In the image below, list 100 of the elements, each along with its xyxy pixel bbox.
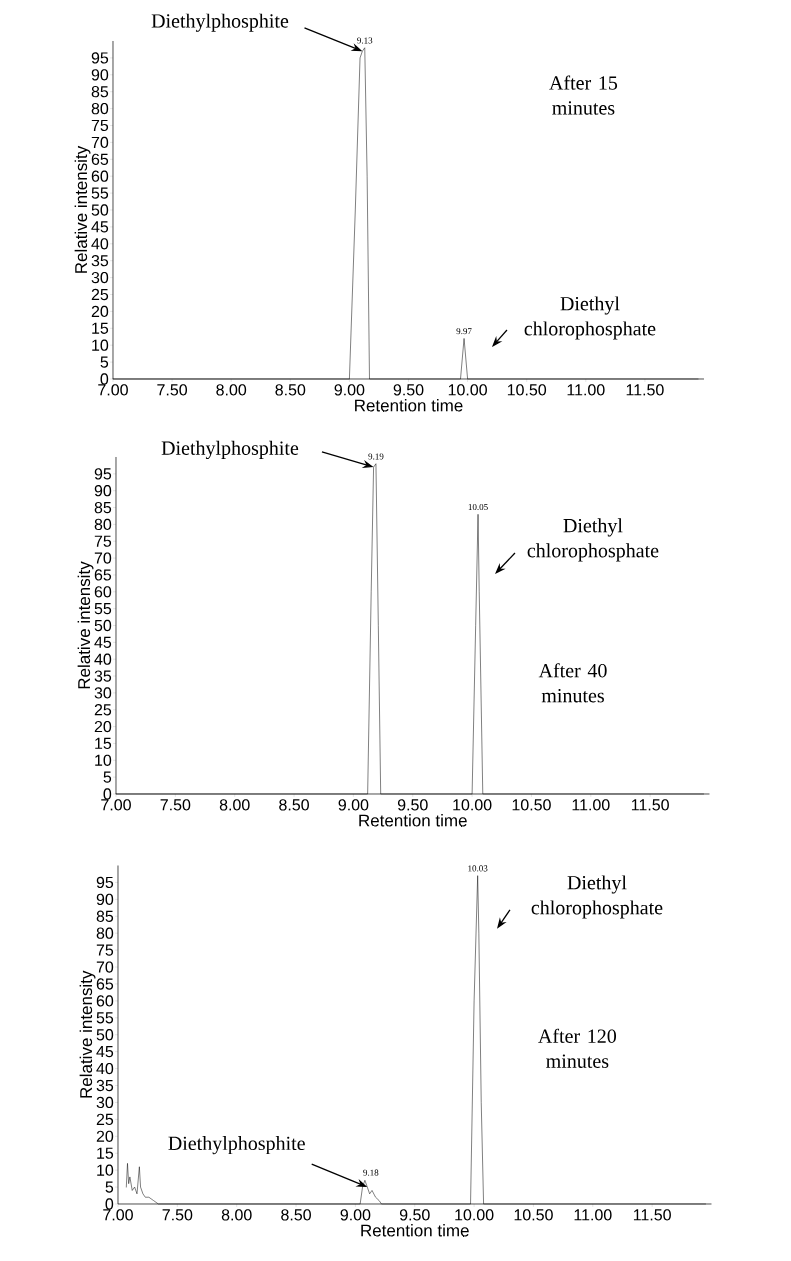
x-tick-label: 7.00 bbox=[98, 384, 128, 396]
x-tick-label: 7.00 bbox=[101, 799, 131, 811]
y-tick-label: 35 bbox=[91, 255, 109, 267]
y-tick-label: 50 bbox=[96, 1029, 114, 1041]
y-tick-label: 55 bbox=[94, 603, 112, 615]
x-axis-title: Retention time bbox=[361, 1224, 469, 1237]
y-tick-label: 0 bbox=[105, 1198, 114, 1210]
annotation: Diethyl chlorophosphate bbox=[531, 875, 663, 919]
y-axis-title: Relative intensity bbox=[77, 561, 94, 689]
x-axis-title: Retention time bbox=[359, 814, 467, 827]
x-tick-label: 9.00 bbox=[338, 799, 369, 811]
annotation: 9.97 bbox=[456, 328, 472, 335]
y-tick-label: 75 bbox=[91, 119, 109, 132]
y-tick-label: 95 bbox=[91, 52, 109, 64]
x-tick-label: 8.00 bbox=[219, 799, 250, 811]
x-tick-label: 9.50 bbox=[399, 1209, 430, 1221]
y-tick-label: 15 bbox=[95, 737, 112, 750]
y-tick-label: 85 bbox=[94, 501, 112, 514]
y-tick-label: 60 bbox=[94, 586, 112, 598]
x-tick-label: 8.00 bbox=[221, 1209, 252, 1221]
y-tick-label: 80 bbox=[91, 102, 109, 115]
x-tick-label: 7.00 bbox=[103, 1209, 133, 1221]
y-tick-label: 45 bbox=[91, 221, 109, 233]
y-tick-label: 75 bbox=[96, 944, 114, 956]
y-tick-label: 40 bbox=[91, 238, 109, 250]
y-tick-label: 65 bbox=[91, 153, 109, 165]
y-tick-label: 90 bbox=[91, 69, 109, 81]
y-tick-label: 80 bbox=[94, 518, 112, 531]
y-tick-label: 40 bbox=[96, 1062, 114, 1075]
y-tick-label: 85 bbox=[91, 86, 109, 98]
y-tick-label: 25 bbox=[96, 1113, 114, 1126]
x-tick-label: 10.00 bbox=[455, 1209, 494, 1221]
y-tick-label: 65 bbox=[94, 569, 112, 581]
x-tick-label: 10.00 bbox=[448, 384, 487, 396]
y-axis-title: Relative intensity bbox=[74, 145, 91, 273]
y-tick-label: 20 bbox=[91, 305, 109, 318]
annotation: Diethylphosphite bbox=[168, 1135, 305, 1155]
y-tick-label: 10 bbox=[92, 339, 109, 351]
y-tick-label: 70 bbox=[91, 136, 109, 149]
annotation: 10.03 bbox=[468, 865, 488, 872]
y-tick-label: 55 bbox=[91, 187, 109, 199]
x-tick-label: 11.50 bbox=[633, 1209, 671, 1221]
y-tick-label: 70 bbox=[94, 552, 112, 564]
y-tick-label: 90 bbox=[94, 485, 112, 497]
y-tick-label: 45 bbox=[96, 1046, 114, 1058]
y-tick-label: 0 bbox=[103, 788, 112, 800]
annotation: Diethyl chlorophosphate bbox=[527, 518, 659, 562]
y-tick-label: 50 bbox=[91, 204, 109, 216]
annotation: Diethylphosphite bbox=[161, 440, 299, 460]
x-tick-label: 7.50 bbox=[157, 384, 188, 396]
y-tick-label: 45 bbox=[94, 636, 112, 648]
annotation: Diethyl chlorophosphate bbox=[524, 296, 656, 340]
y-tick-label: 70 bbox=[96, 961, 114, 973]
x-tick-label: 11.50 bbox=[631, 799, 669, 811]
y-tick-label: 30 bbox=[91, 271, 109, 284]
x-tick-label: 10.50 bbox=[507, 384, 547, 396]
y-tick-label: 10 bbox=[97, 1164, 114, 1176]
annotation: 9.18 bbox=[363, 1169, 379, 1176]
x-tick-label: 11.00 bbox=[572, 799, 610, 811]
annotation: After 40 minutes bbox=[538, 663, 607, 703]
y-tick-label: 55 bbox=[96, 1012, 114, 1024]
x-tick-label: 8.50 bbox=[275, 384, 306, 396]
y-tick-label: 40 bbox=[94, 653, 112, 665]
y-tick-label: 60 bbox=[91, 170, 109, 182]
y-tick-label: 75 bbox=[94, 535, 112, 547]
y-tick-label: 25 bbox=[91, 288, 109, 301]
y-tick-label: 95 bbox=[94, 468, 112, 480]
x-tick-label: 9.50 bbox=[393, 384, 424, 396]
y-tick-label: 5 bbox=[105, 1181, 114, 1193]
x-tick-label: 9.00 bbox=[334, 384, 365, 396]
y-tick-label: 20 bbox=[94, 720, 112, 733]
x-tick-label: 10.50 bbox=[512, 799, 551, 811]
y-tick-label: 95 bbox=[96, 876, 114, 889]
x-tick-label: 8.50 bbox=[279, 799, 309, 811]
x-axis-title: Retention time bbox=[355, 399, 463, 412]
y-tick-label: 25 bbox=[94, 704, 112, 716]
y-axis-title: Relative intensity bbox=[79, 970, 96, 1098]
x-tick-label: 10.50 bbox=[514, 1209, 553, 1221]
x-tick-label: 10.00 bbox=[453, 799, 492, 811]
y-tick-label: 15 bbox=[92, 322, 109, 334]
x-tick-label: 11.50 bbox=[626, 384, 664, 396]
annotation: After 15 minutes bbox=[549, 75, 618, 115]
annotation: 9.19 bbox=[368, 453, 384, 460]
y-tick-label: 5 bbox=[100, 356, 109, 368]
y-tick-label: 30 bbox=[94, 687, 112, 699]
y-tick-label: 85 bbox=[96, 910, 114, 922]
y-tick-label: 20 bbox=[96, 1130, 114, 1142]
x-tick-label: 9.50 bbox=[397, 799, 428, 811]
y-tick-label: 65 bbox=[96, 978, 114, 990]
y-tick-label: 0 bbox=[100, 373, 109, 385]
annotation: 9.13 bbox=[357, 37, 373, 44]
annotation: After 120 minutes bbox=[538, 1028, 617, 1068]
y-tick-label: 15 bbox=[97, 1147, 114, 1159]
y-tick-label: 60 bbox=[96, 995, 114, 1007]
y-tick-label: 10 bbox=[95, 754, 112, 766]
y-tick-label: 80 bbox=[96, 927, 114, 939]
x-tick-label: 9.00 bbox=[340, 1209, 371, 1221]
y-tick-label: 30 bbox=[96, 1096, 114, 1109]
x-tick-label: 11.00 bbox=[567, 384, 605, 396]
y-tick-label: 50 bbox=[94, 619, 112, 632]
